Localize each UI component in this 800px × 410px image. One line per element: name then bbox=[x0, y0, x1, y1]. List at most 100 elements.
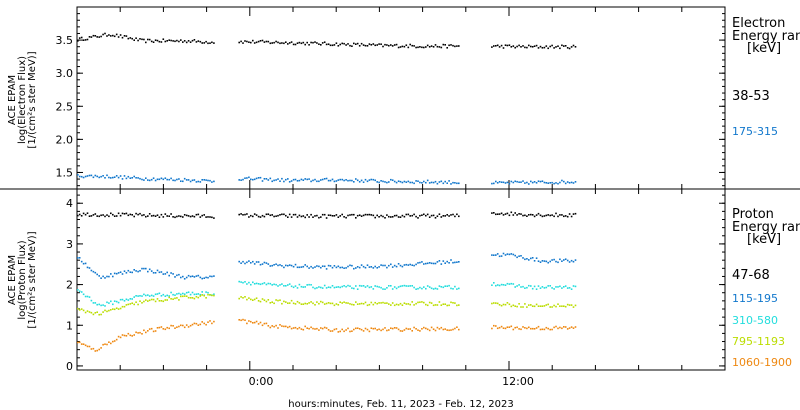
data-point bbox=[397, 216, 400, 218]
data-point bbox=[288, 42, 291, 44]
data-point bbox=[337, 216, 340, 218]
data-point bbox=[143, 300, 145, 303]
data-point bbox=[160, 326, 163, 328]
data-point bbox=[372, 43, 375, 45]
data-point bbox=[180, 39, 182, 41]
data-point bbox=[263, 261, 266, 264]
data-point bbox=[281, 325, 283, 327]
data-point bbox=[559, 326, 561, 329]
data-point bbox=[110, 35, 112, 37]
data-point bbox=[320, 216, 322, 218]
data-point bbox=[265, 40, 268, 43]
data-point bbox=[207, 291, 209, 294]
data-point bbox=[325, 268, 328, 270]
data-point bbox=[304, 264, 306, 266]
data-point bbox=[113, 308, 116, 311]
data-point bbox=[242, 214, 244, 216]
data-point bbox=[426, 44, 429, 47]
data-point bbox=[415, 46, 417, 49]
data-point bbox=[438, 301, 441, 303]
data-point bbox=[543, 287, 546, 289]
data-point bbox=[415, 215, 417, 218]
data-point bbox=[250, 41, 252, 44]
data-point bbox=[106, 174, 108, 177]
data-point bbox=[154, 293, 157, 296]
data-point bbox=[370, 266, 373, 268]
data-point bbox=[376, 302, 378, 305]
data-point bbox=[378, 216, 380, 218]
data-point bbox=[454, 45, 456, 48]
data-point bbox=[170, 39, 172, 42]
data-point bbox=[343, 216, 345, 218]
data-point bbox=[411, 330, 413, 332]
data-point bbox=[170, 298, 172, 300]
data-point bbox=[496, 213, 499, 215]
data-point bbox=[182, 180, 184, 183]
data-point bbox=[541, 286, 544, 288]
data-point bbox=[378, 286, 380, 288]
data-point bbox=[277, 41, 279, 44]
data-point bbox=[356, 266, 359, 268]
data-point bbox=[115, 175, 118, 177]
data-point bbox=[549, 182, 551, 184]
data-point bbox=[104, 32, 106, 35]
data-point bbox=[498, 181, 501, 183]
data-point bbox=[106, 35, 108, 37]
data-point bbox=[125, 35, 128, 37]
data-point bbox=[411, 264, 413, 266]
data-point bbox=[148, 268, 151, 271]
data-point bbox=[382, 288, 384, 290]
data-point bbox=[331, 178, 334, 181]
data-point bbox=[553, 258, 555, 261]
data-point bbox=[380, 286, 382, 289]
data-point bbox=[337, 179, 340, 181]
data-point bbox=[187, 179, 190, 181]
data-point bbox=[133, 175, 135, 178]
data-point bbox=[240, 262, 242, 264]
data-point bbox=[327, 286, 330, 288]
data-point bbox=[508, 182, 511, 185]
y-tick-label: 4 bbox=[66, 197, 73, 210]
data-point bbox=[117, 301, 120, 304]
data-point bbox=[553, 326, 555, 329]
data-point bbox=[325, 302, 328, 305]
data-point bbox=[180, 276, 182, 279]
data-point bbox=[129, 271, 132, 273]
data-point bbox=[201, 321, 203, 323]
data-point bbox=[174, 294, 176, 296]
data-point bbox=[366, 213, 369, 216]
data-point bbox=[172, 298, 174, 300]
data-point bbox=[362, 265, 365, 268]
data-point bbox=[279, 214, 281, 216]
data-point bbox=[452, 213, 454, 216]
data-point bbox=[411, 301, 413, 303]
data-point bbox=[428, 46, 431, 48]
data-point bbox=[401, 214, 404, 217]
data-point bbox=[312, 179, 314, 182]
data-point bbox=[549, 285, 551, 287]
data-point bbox=[250, 283, 252, 286]
data-point bbox=[100, 214, 102, 217]
data-point bbox=[514, 212, 516, 214]
data-point bbox=[570, 46, 573, 48]
data-point bbox=[133, 334, 135, 336]
data-point bbox=[112, 340, 114, 343]
data-point bbox=[335, 328, 338, 330]
data-point bbox=[561, 287, 563, 289]
data-point bbox=[92, 302, 95, 304]
data-point bbox=[94, 35, 97, 37]
data-point bbox=[413, 264, 415, 267]
data-point bbox=[426, 262, 429, 265]
data-point bbox=[409, 263, 411, 266]
data-point bbox=[152, 177, 155, 179]
data-point bbox=[434, 262, 437, 265]
data-point bbox=[349, 285, 351, 287]
data-point bbox=[419, 330, 421, 332]
data-point bbox=[547, 285, 549, 287]
data-point bbox=[129, 213, 132, 216]
data-point bbox=[152, 41, 155, 43]
data-point bbox=[308, 44, 310, 46]
data-point bbox=[267, 299, 270, 301]
data-point bbox=[421, 301, 423, 303]
data-point bbox=[112, 275, 114, 278]
